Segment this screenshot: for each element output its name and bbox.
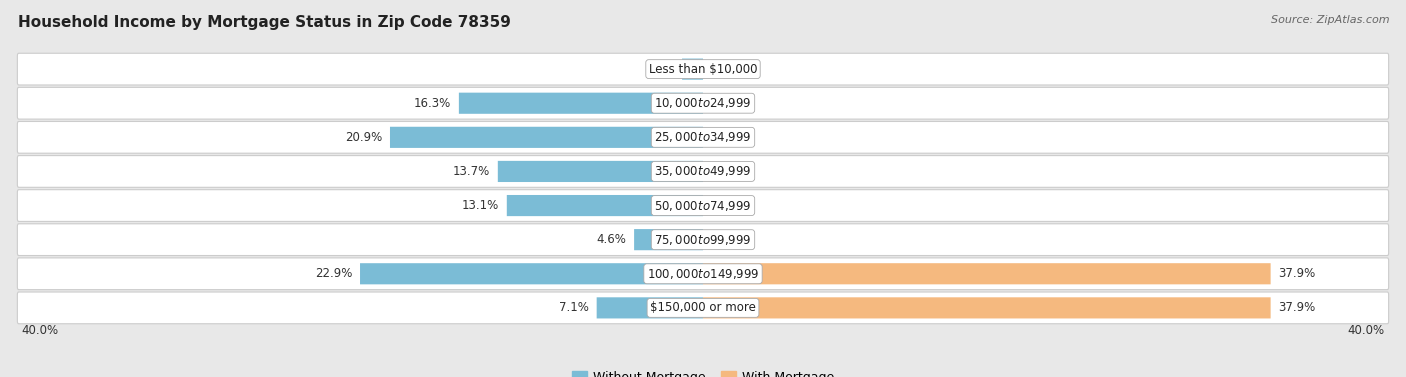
FancyBboxPatch shape xyxy=(596,297,703,319)
Text: 0.0%: 0.0% xyxy=(710,131,740,144)
Text: 0.0%: 0.0% xyxy=(710,63,740,76)
FancyBboxPatch shape xyxy=(17,224,1389,256)
Text: 4.6%: 4.6% xyxy=(596,233,627,246)
Text: $50,000 to $74,999: $50,000 to $74,999 xyxy=(654,199,752,213)
Text: 0.0%: 0.0% xyxy=(710,97,740,110)
Text: 16.3%: 16.3% xyxy=(415,97,451,110)
Legend: Without Mortgage, With Mortgage: Without Mortgage, With Mortgage xyxy=(567,366,839,377)
Text: $75,000 to $99,999: $75,000 to $99,999 xyxy=(654,233,752,247)
FancyBboxPatch shape xyxy=(634,229,703,250)
Text: $100,000 to $149,999: $100,000 to $149,999 xyxy=(647,267,759,281)
FancyBboxPatch shape xyxy=(458,93,703,114)
Text: 0.0%: 0.0% xyxy=(710,165,740,178)
Text: 40.0%: 40.0% xyxy=(1347,323,1385,337)
Text: 13.1%: 13.1% xyxy=(463,199,499,212)
Text: 7.1%: 7.1% xyxy=(560,301,589,314)
FancyBboxPatch shape xyxy=(17,53,1389,85)
FancyBboxPatch shape xyxy=(17,258,1389,290)
FancyBboxPatch shape xyxy=(360,263,703,284)
FancyBboxPatch shape xyxy=(17,121,1389,153)
Text: Source: ZipAtlas.com: Source: ZipAtlas.com xyxy=(1271,15,1389,25)
Text: 0.0%: 0.0% xyxy=(710,233,740,246)
Text: 37.9%: 37.9% xyxy=(1278,267,1316,280)
Text: $150,000 or more: $150,000 or more xyxy=(650,301,756,314)
Text: Household Income by Mortgage Status in Zip Code 78359: Household Income by Mortgage Status in Z… xyxy=(18,15,512,30)
Text: $25,000 to $34,999: $25,000 to $34,999 xyxy=(654,130,752,144)
Text: 1.4%: 1.4% xyxy=(645,63,675,76)
FancyBboxPatch shape xyxy=(17,156,1389,187)
Text: 37.9%: 37.9% xyxy=(1278,301,1316,314)
FancyBboxPatch shape xyxy=(389,127,703,148)
Text: 40.0%: 40.0% xyxy=(21,323,59,337)
FancyBboxPatch shape xyxy=(682,58,703,80)
FancyBboxPatch shape xyxy=(506,195,703,216)
Text: 22.9%: 22.9% xyxy=(315,267,353,280)
FancyBboxPatch shape xyxy=(17,190,1389,221)
Text: 20.9%: 20.9% xyxy=(346,131,382,144)
Text: $35,000 to $49,999: $35,000 to $49,999 xyxy=(654,164,752,178)
Text: 0.0%: 0.0% xyxy=(710,199,740,212)
Text: 13.7%: 13.7% xyxy=(453,165,491,178)
FancyBboxPatch shape xyxy=(703,297,1271,319)
FancyBboxPatch shape xyxy=(703,263,1271,284)
Text: Less than $10,000: Less than $10,000 xyxy=(648,63,758,76)
Text: $10,000 to $24,999: $10,000 to $24,999 xyxy=(654,96,752,110)
FancyBboxPatch shape xyxy=(17,292,1389,324)
FancyBboxPatch shape xyxy=(17,87,1389,119)
FancyBboxPatch shape xyxy=(498,161,703,182)
